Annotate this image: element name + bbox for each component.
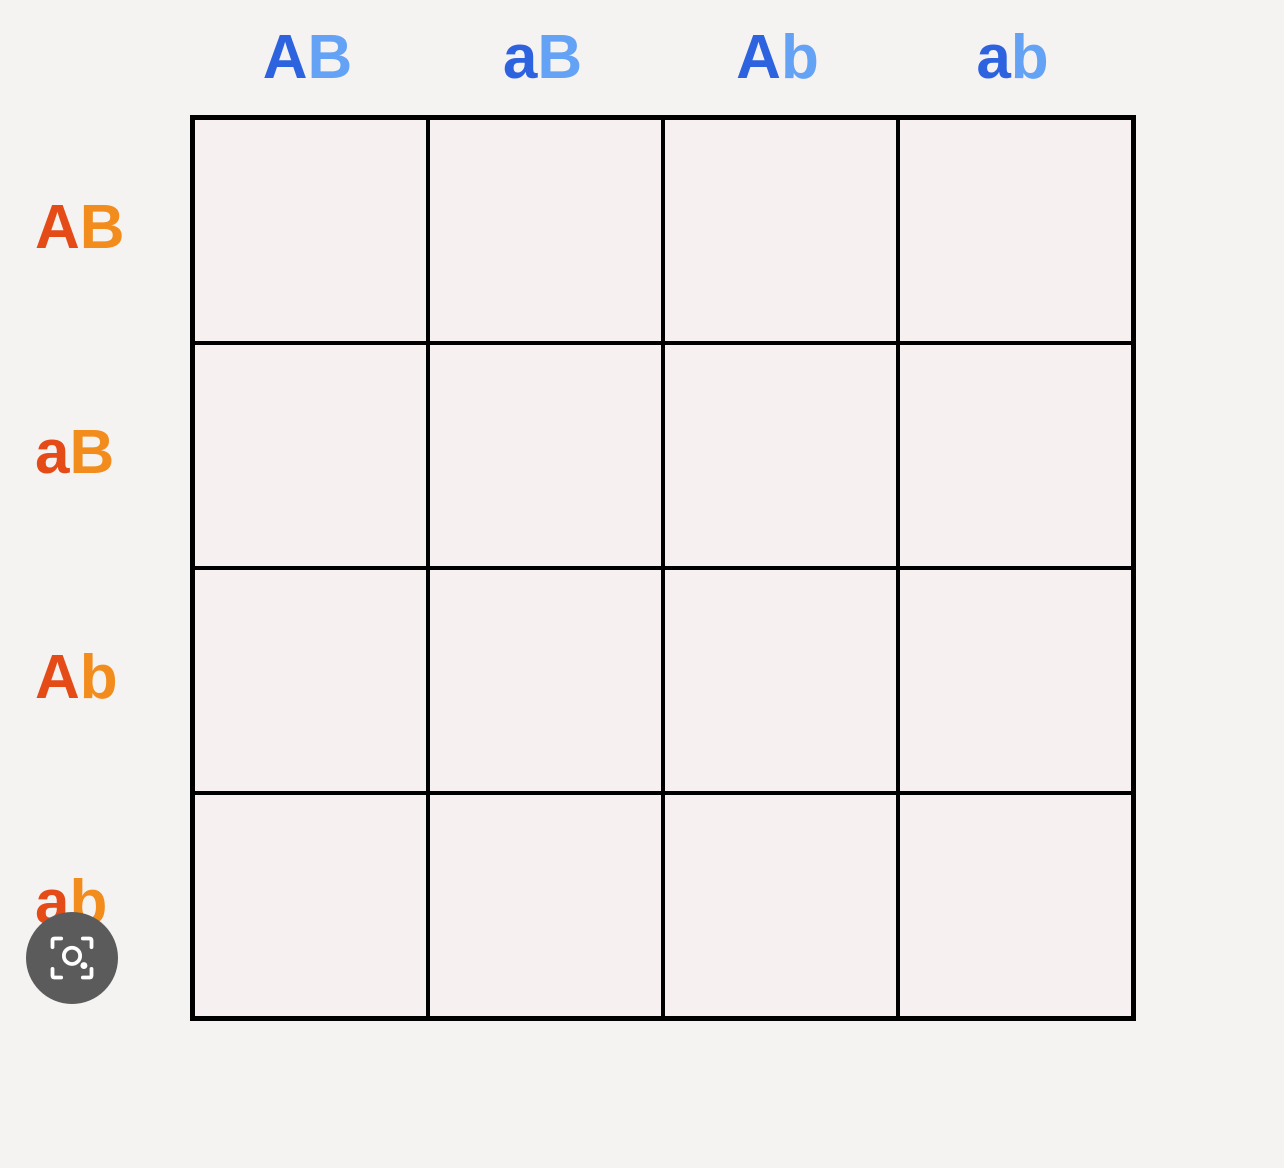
grid-cell-0-0: [193, 118, 428, 343]
grid-cell-1-0: [193, 343, 428, 568]
col-header-allele2: B: [308, 23, 353, 92]
row-header-allele2: B: [69, 417, 114, 488]
col-header-allele1: a: [976, 23, 1010, 92]
grid-cell-1-2: [663, 343, 898, 568]
row-header-allele2: b: [80, 642, 118, 713]
grid-cell-1-1: [428, 343, 663, 568]
grid-cell-2-1: [428, 568, 663, 793]
col-header-allele1: a: [503, 23, 537, 92]
row-header-allele1: a: [35, 417, 69, 488]
col-header-0: AB: [190, 22, 425, 93]
punnett-square-container: ABaBAbab ABaBAbab: [0, 0, 1130, 115]
row-header-allele1: A: [35, 192, 80, 263]
column-headers-row: ABaBAbab: [190, 0, 1130, 115]
grid-cell-1-3: [898, 343, 1133, 568]
grid-cell-2-3: [898, 568, 1133, 793]
grid-cell-3-1: [428, 793, 663, 1018]
grid-cell-2-2: [663, 568, 898, 793]
lens-icon: [46, 932, 98, 984]
grid-cell-0-1: [428, 118, 663, 343]
row-headers-column: ABaBAbab: [0, 115, 190, 1015]
row-header-1: aB: [0, 340, 190, 565]
col-header-allele2: B: [537, 23, 582, 92]
grid-cell-3-0: [193, 793, 428, 1018]
row-header-2: Ab: [0, 565, 190, 790]
grid-cell-3-3: [898, 793, 1133, 1018]
grid-cell-3-2: [663, 793, 898, 1018]
col-header-2: Ab: [660, 22, 895, 93]
grid-cell-0-3: [898, 118, 1133, 343]
col-header-allele2: b: [781, 23, 819, 92]
col-header-1: aB: [425, 22, 660, 93]
grid-cell-2-0: [193, 568, 428, 793]
col-header-allele1: A: [263, 23, 308, 92]
grid-cell-0-2: [663, 118, 898, 343]
col-header-allele2: b: [1011, 23, 1049, 92]
col-header-allele1: A: [736, 23, 781, 92]
row-header-0: AB: [0, 115, 190, 340]
punnett-grid: [190, 115, 1136, 1021]
row-header-allele2: B: [80, 192, 125, 263]
row-header-allele1: A: [35, 642, 80, 713]
col-header-3: ab: [895, 22, 1130, 93]
lens-search-button[interactable]: [26, 912, 118, 1004]
